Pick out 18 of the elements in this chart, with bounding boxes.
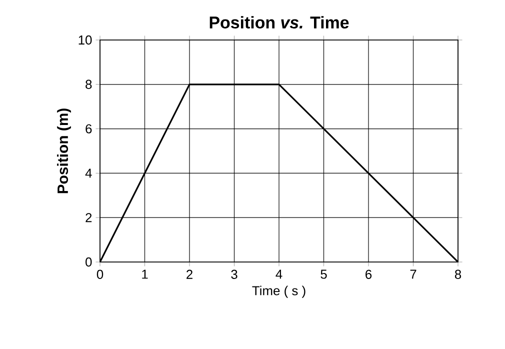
chart-title: Position vs. Time xyxy=(210,16,349,29)
x-axis-title: Time ( s ) xyxy=(252,286,306,298)
x-tick-label: 8 xyxy=(454,270,462,279)
x-tick-label: 0 xyxy=(96,270,104,279)
x-tick-label: 1 xyxy=(142,270,148,279)
x-tick-label: 7 xyxy=(410,270,416,279)
x-tick-label: 6 xyxy=(366,270,372,279)
y-tick-label: 6 xyxy=(86,124,92,134)
x-tick-label: 2 xyxy=(186,270,192,279)
y-tick-label: 10 xyxy=(78,35,92,45)
y-tick-label: 2 xyxy=(86,213,92,222)
y-axis-title: Position (m) xyxy=(57,108,71,194)
x-tick-label: 5 xyxy=(320,270,327,279)
y-tick-label: 4 xyxy=(85,168,92,178)
y-tick-label: 8 xyxy=(86,80,92,89)
x-tick-label: 4 xyxy=(276,270,282,279)
y-tick-label: 0 xyxy=(86,257,92,267)
x-tick-label: 3 xyxy=(231,270,238,279)
